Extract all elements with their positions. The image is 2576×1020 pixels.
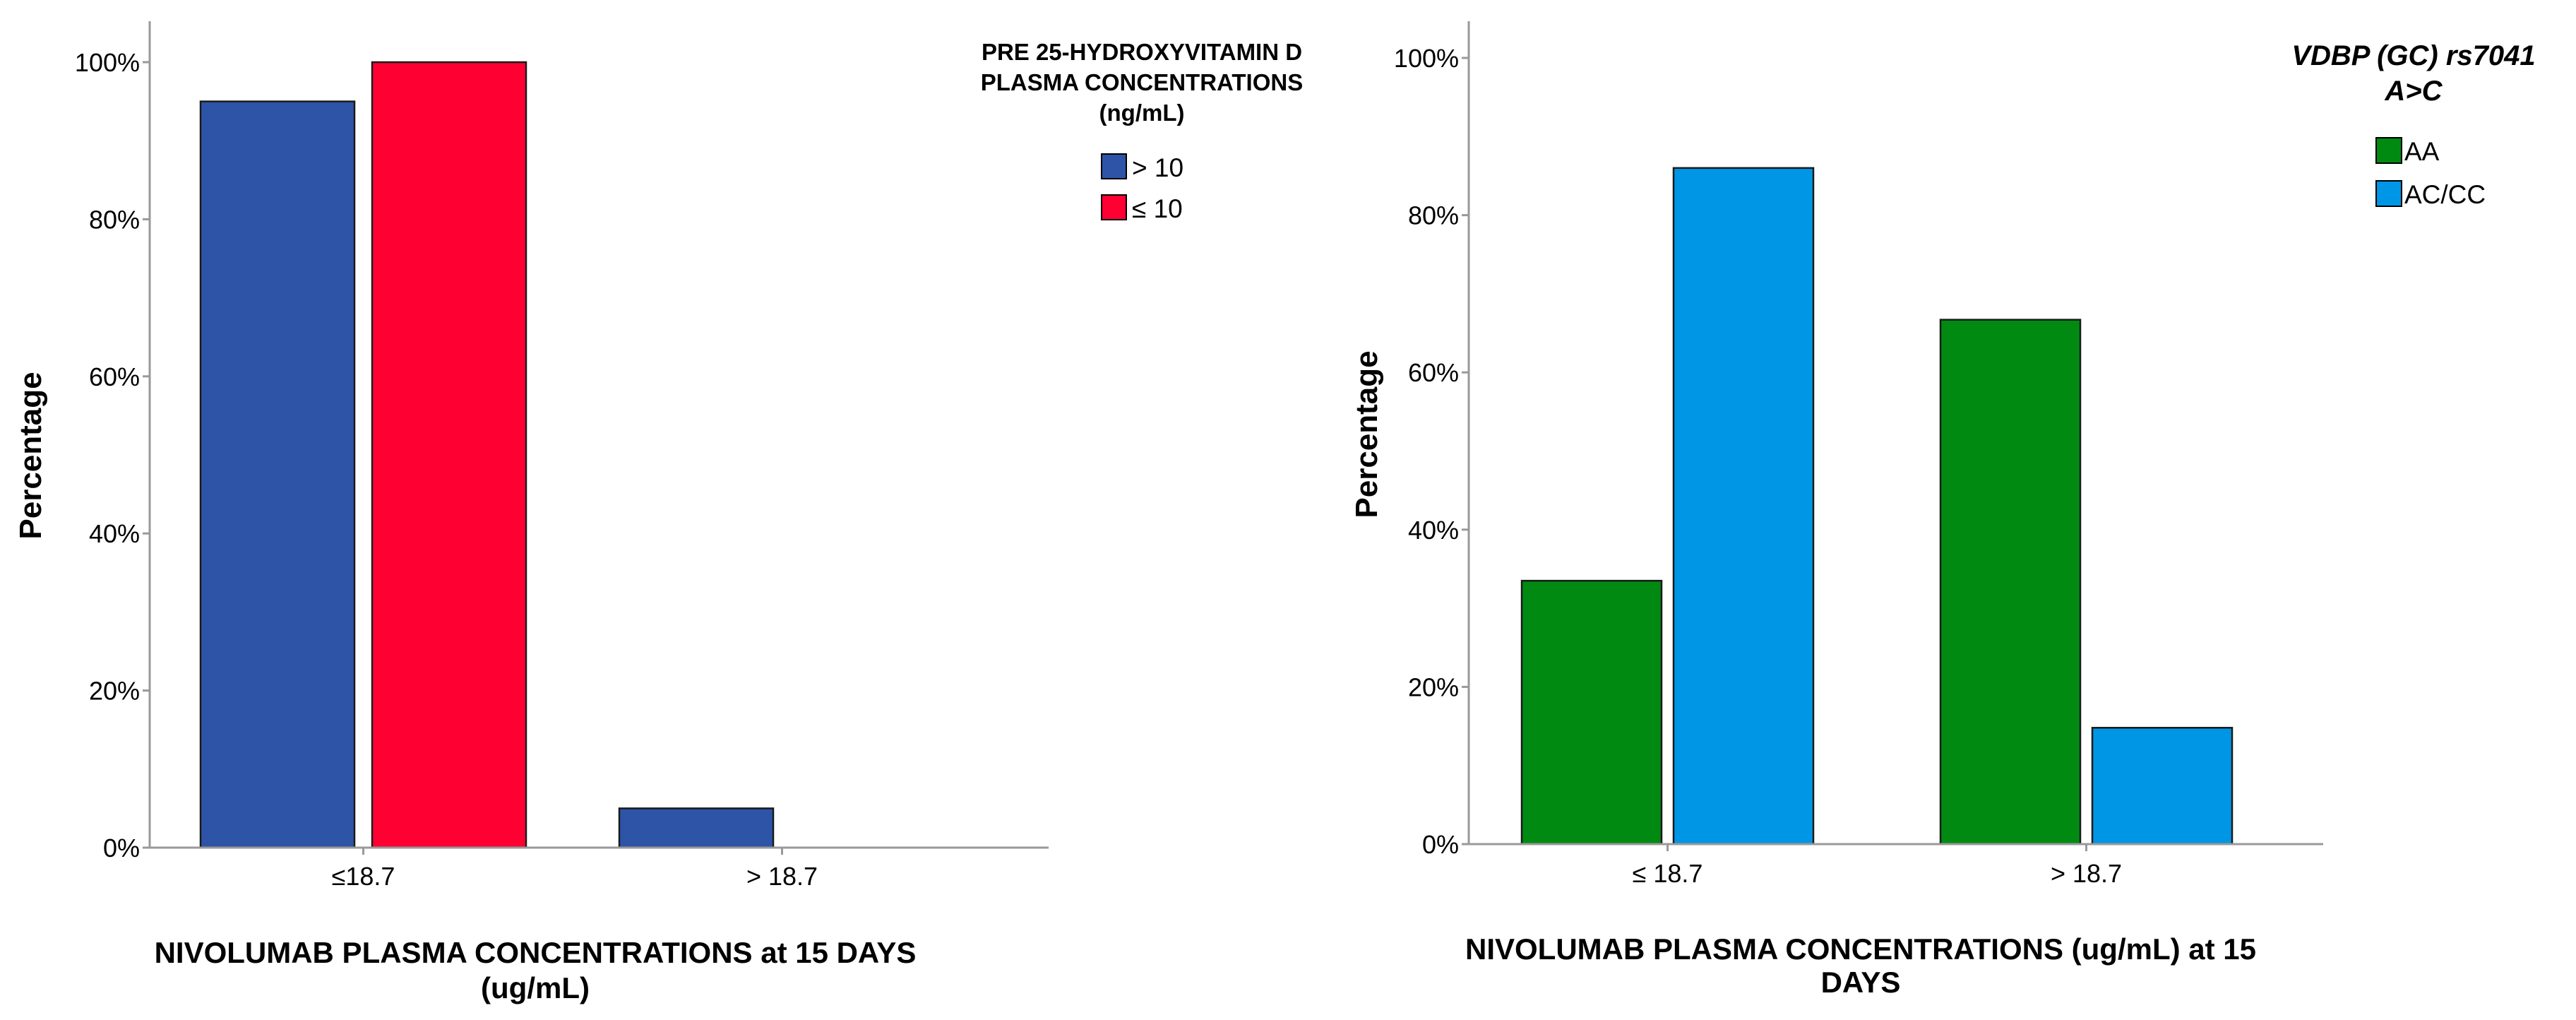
bar [371,61,527,849]
x-tick-label: > 18.7 [2051,859,2122,888]
legend-title-line-2: A>C [2384,76,2443,107]
bar [1939,319,2082,846]
y-tick-label: 80% [89,205,140,234]
bar [2091,727,2234,846]
x-axis-label-line-2: DAYS [1821,966,1901,999]
legend-title-line-2: PLASMA CONCENTRATIONS [981,69,1304,95]
bars-group [199,61,775,849]
x-tick-label: > 18.7 [746,862,818,891]
legend-swatch-series-2 [1101,194,1127,220]
legend-swatch-series-1 [2375,137,2402,164]
y-tick-label: 60% [89,362,140,391]
bar [199,100,356,849]
y-tick-label: 40% [89,519,140,548]
legend-title-line-1: PRE 25-HYDROXYVITAMIN D [982,39,1302,65]
legend-swatch-series-2 [2375,180,2402,207]
x-tick-label: ≤ 18.7 [1633,859,1703,888]
legend: VDBP (GC) rs7041 A>C AA AC/CC [2291,40,2535,209]
y-tick-label: 40% [1408,516,1459,545]
chart-nivolumab-vitamin-d: 0% 20% 40% 60% 80% 100% ≤18.7 > 18.7 Percentag… [13,21,1303,1004]
bar [618,807,775,849]
x-axis-label-line-1: NIVOLUMAB PLASMA CONCENTRATIONS at 15 DA… [155,936,917,969]
y-tick-label: 0% [103,834,140,862]
legend: PRE 25-HYDROXYVITAMIN D PLASMA CONCENTRA… [981,39,1304,223]
x-ticks: ≤ 18.7 > 18.7 [1633,844,2122,888]
y-tick-label: 20% [89,677,140,706]
y-axis-label: Percentage [1349,350,1384,518]
legend-label-series-1: AA [2404,137,2440,166]
legend-title-line-3: (ng/mL) [1099,100,1185,126]
bar [1520,579,1663,846]
y-tick-label: 60% [1408,358,1459,387]
y-tick-label: 100% [75,48,140,77]
legend-label-series-2: ≤ 10 [1132,194,1183,223]
chart-nivolumab-vdbp-genotype: 0% 20% 40% 60% 80% 100% ≤ 18.7 > 18.7 Percenta… [1349,21,2536,999]
legend-label-series-2: AC/CC [2404,180,2486,209]
y-tick-label: 20% [1408,672,1459,701]
bar [1672,167,1815,846]
y-axis-label: Percentage [13,372,48,539]
x-axis-label-line-2: (ug/mL) [481,971,590,1004]
legend-title-line-1: VDBP (GC) rs7041 [2291,40,2535,71]
x-axis-label-line-1: NIVOLUMAB PLASMA CONCENTRATIONS (ug/mL) … [1465,932,2256,966]
x-ticks: ≤18.7 > 18.7 [332,848,818,891]
legend-swatch-series-1 [1101,153,1127,179]
y-tick-label: 100% [1394,44,1459,73]
y-tick-label: 0% [1422,830,1459,859]
y-tick-label: 80% [1408,201,1459,230]
x-tick-label: ≤18.7 [332,862,395,891]
y-ticks: 0% 20% 40% 60% 80% 100% [1394,44,1469,859]
bars-group [1520,167,2234,846]
y-ticks: 0% 20% 40% 60% 80% 100% [75,48,150,862]
legend-label-series-1: > 10 [1132,153,1183,182]
